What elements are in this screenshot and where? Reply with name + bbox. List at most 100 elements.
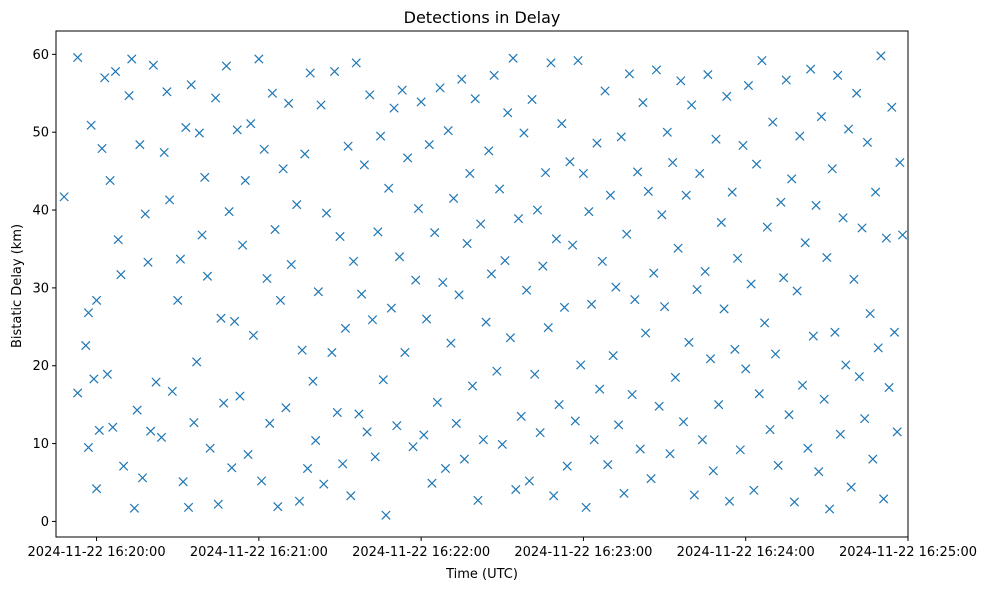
data-point	[613, 420, 624, 430]
data-point	[600, 86, 610, 96]
data-point	[822, 252, 832, 263]
data-point	[754, 389, 764, 399]
data-point	[175, 254, 186, 264]
data-point	[283, 98, 294, 109]
data-point	[221, 61, 232, 71]
data-point	[787, 174, 797, 184]
data-point	[616, 132, 626, 142]
data-point	[192, 357, 202, 367]
data-point	[135, 140, 145, 150]
data-point	[895, 157, 905, 168]
y-tick-label: 60	[32, 48, 49, 63]
data-point	[814, 466, 824, 477]
data-point	[732, 253, 743, 263]
data-point	[124, 90, 134, 101]
data-point	[159, 147, 169, 158]
data-point	[262, 273, 272, 284]
data-point	[343, 141, 353, 151]
data-point	[232, 125, 242, 135]
data-point	[183, 502, 194, 513]
data-point	[430, 227, 440, 238]
data-point	[603, 459, 613, 470]
data-point	[559, 302, 570, 312]
data-point	[784, 410, 794, 420]
data-point	[81, 340, 91, 351]
data-point	[397, 85, 407, 95]
data-point	[703, 69, 713, 80]
data-point	[73, 52, 83, 63]
data-point	[665, 449, 675, 459]
data-point	[327, 347, 337, 358]
x-tick-label: 2024-11-22 16:22:00	[352, 545, 490, 560]
data-point	[892, 427, 902, 437]
chart-title: Detections in Delay	[404, 8, 561, 27]
data-point	[746, 279, 756, 289]
data-point	[275, 295, 286, 305]
data-point	[632, 167, 643, 177]
data-point	[743, 80, 754, 91]
data-point	[329, 66, 340, 77]
data-point	[595, 384, 605, 394]
data-point	[789, 497, 800, 507]
data-point	[248, 330, 259, 341]
data-point	[578, 168, 589, 179]
y-tick-label: 10	[32, 437, 49, 452]
data-point	[402, 153, 413, 163]
data-point	[500, 256, 510, 266]
data-point	[700, 266, 710, 277]
data-point	[719, 304, 729, 314]
data-point	[118, 461, 129, 471]
data-point	[486, 269, 497, 279]
data-point	[238, 240, 248, 250]
data-point	[714, 400, 724, 410]
data-point	[354, 409, 364, 419]
data-point	[305, 68, 315, 78]
data-point	[446, 338, 456, 348]
data-point	[467, 381, 478, 391]
data-point	[549, 491, 559, 501]
data-point	[454, 290, 464, 300]
data-point	[567, 240, 578, 250]
data-point	[311, 435, 321, 446]
data-point	[478, 435, 488, 445]
data-point	[513, 213, 524, 224]
data-point	[881, 233, 891, 243]
data-point	[749, 485, 759, 495]
data-point	[562, 461, 572, 471]
data-point	[619, 488, 629, 499]
data-point	[849, 274, 859, 284]
data-point	[716, 217, 726, 228]
data-point	[689, 490, 699, 500]
data-point	[565, 157, 575, 167]
data-point	[722, 91, 732, 102]
data-point	[240, 175, 250, 186]
data-point	[392, 421, 402, 431]
data-point	[367, 315, 378, 325]
data-point	[132, 405, 142, 415]
data-point	[86, 120, 96, 130]
data-point	[681, 190, 691, 200]
data-point	[94, 425, 104, 435]
data-point	[833, 70, 843, 80]
data-point	[281, 403, 291, 413]
data-point	[708, 466, 718, 476]
data-point	[256, 476, 267, 486]
data-point	[646, 473, 656, 484]
data-point	[673, 243, 683, 253]
x-axis-label: Time (UTC)	[445, 567, 518, 582]
data-point	[332, 407, 342, 418]
data-point	[827, 164, 837, 174]
data-point	[459, 454, 470, 464]
data-point	[830, 327, 840, 337]
data-point	[346, 491, 356, 501]
data-point	[470, 94, 480, 104]
data-point	[302, 463, 313, 474]
data-point	[292, 199, 302, 210]
data-point	[662, 127, 672, 137]
data-point	[148, 60, 158, 70]
data-point	[887, 102, 897, 112]
data-point	[243, 449, 253, 460]
x-tick-label: 2024-11-22 16:24:00	[677, 545, 815, 560]
data-point	[778, 273, 789, 283]
